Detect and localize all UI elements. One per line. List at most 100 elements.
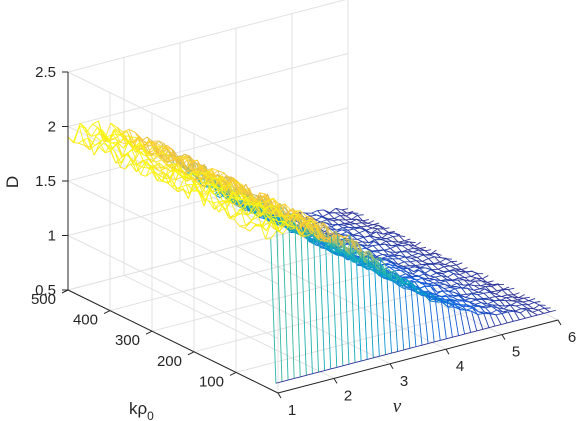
surface-edge — [426, 282, 432, 286]
surface-edge — [288, 225, 295, 379]
surface-edge — [452, 304, 459, 336]
surface-edge — [224, 194, 231, 197]
x-tick-label: 5 — [512, 344, 520, 361]
surface-edge — [371, 228, 378, 234]
surface-edge — [345, 215, 352, 220]
surface-edge — [282, 225, 290, 234]
surface-edge — [498, 304, 505, 307]
surface-edge — [383, 249, 389, 256]
surface-edge — [450, 264, 457, 267]
surface-edge — [210, 169, 217, 182]
surface-edge — [343, 237, 350, 365]
surface-edge — [465, 309, 472, 312]
surface-edge — [444, 265, 451, 268]
surface-edge — [130, 158, 137, 173]
surface-edge — [499, 299, 506, 307]
surface-edge — [441, 275, 447, 280]
z-axis-label: D — [3, 176, 22, 188]
surface-edge — [349, 234, 357, 250]
surface-edge — [161, 159, 168, 166]
surface-edge — [424, 269, 432, 274]
surface-edge — [350, 240, 357, 242]
surface-edge — [179, 155, 186, 160]
surface-edge — [256, 212, 264, 214]
surface-edge — [418, 249, 426, 252]
surface-edge — [305, 212, 311, 217]
surface-edge — [449, 300, 456, 305]
surface-edge — [351, 241, 358, 247]
surface-edge — [152, 145, 159, 154]
surface-edge — [439, 280, 446, 284]
surface-edge — [267, 197, 274, 202]
surface-edge — [491, 283, 498, 287]
surface-edge — [501, 322, 508, 325]
surface-edge — [136, 146, 143, 151]
surface-edge — [79, 122, 86, 129]
surface-edge — [387, 233, 394, 238]
surface-edge — [435, 275, 442, 278]
surface-edge — [130, 136, 137, 148]
surface-edge — [138, 135, 145, 145]
surface-edge — [231, 196, 238, 200]
surface-edge — [366, 245, 374, 249]
surface-edge — [376, 231, 383, 235]
surface-edge — [435, 252, 441, 258]
surface-edge — [275, 381, 283, 384]
surface-edge — [335, 207, 343, 211]
z-tick-label: 2.5 — [35, 64, 56, 81]
surface-edge — [284, 203, 291, 210]
surface-edge — [374, 257, 381, 266]
surface-edge — [294, 227, 301, 377]
surface-edge — [224, 200, 231, 218]
y-tick — [145, 330, 153, 335]
x-tick — [333, 378, 338, 384]
surface-edge — [434, 296, 441, 341]
surface-edge — [410, 257, 417, 262]
surface-edge — [72, 126, 80, 143]
surface-edge — [477, 314, 484, 330]
surface-edge — [151, 146, 158, 156]
surface-edge — [218, 177, 225, 196]
surface-edge — [158, 145, 165, 148]
surface-edge — [514, 308, 522, 312]
surface-edge — [473, 288, 480, 291]
surface-edge — [465, 271, 472, 277]
surface-edge — [92, 123, 98, 128]
surface-edge — [281, 379, 289, 383]
surface-edge — [517, 297, 524, 301]
surface-edge — [515, 305, 522, 310]
surface-edge — [337, 234, 344, 239]
surface-edge — [157, 171, 164, 176]
surface-edge — [139, 141, 146, 152]
surface-edge — [158, 162, 165, 179]
surface-edge — [208, 200, 214, 204]
surface-edge — [469, 299, 477, 303]
surface-edge — [319, 239, 326, 243]
surface-edge — [416, 260, 422, 266]
surface-edge — [469, 277, 477, 282]
surface-edge — [415, 264, 422, 266]
surface-edge — [218, 172, 225, 177]
surface-edge — [213, 202, 220, 213]
surface-edge — [88, 137, 95, 156]
surface-edge — [448, 270, 454, 274]
surface-edge — [191, 161, 199, 173]
surface-edge — [250, 212, 258, 223]
surface-edge — [135, 164, 142, 175]
surface-edge — [403, 265, 410, 267]
surface-edge — [457, 279, 464, 286]
surface-edge — [403, 347, 410, 351]
surface-edge — [435, 298, 442, 303]
surface-edge — [252, 204, 260, 214]
surface-edge — [398, 258, 405, 263]
surface-edge — [188, 155, 195, 162]
surface-edge — [306, 231, 314, 237]
surface-edge — [510, 301, 518, 306]
surface-edge — [91, 134, 97, 137]
surface-edge — [460, 304, 467, 311]
surface-edge — [78, 142, 85, 146]
surface-edge — [269, 203, 276, 215]
surface-edge — [73, 141, 79, 144]
